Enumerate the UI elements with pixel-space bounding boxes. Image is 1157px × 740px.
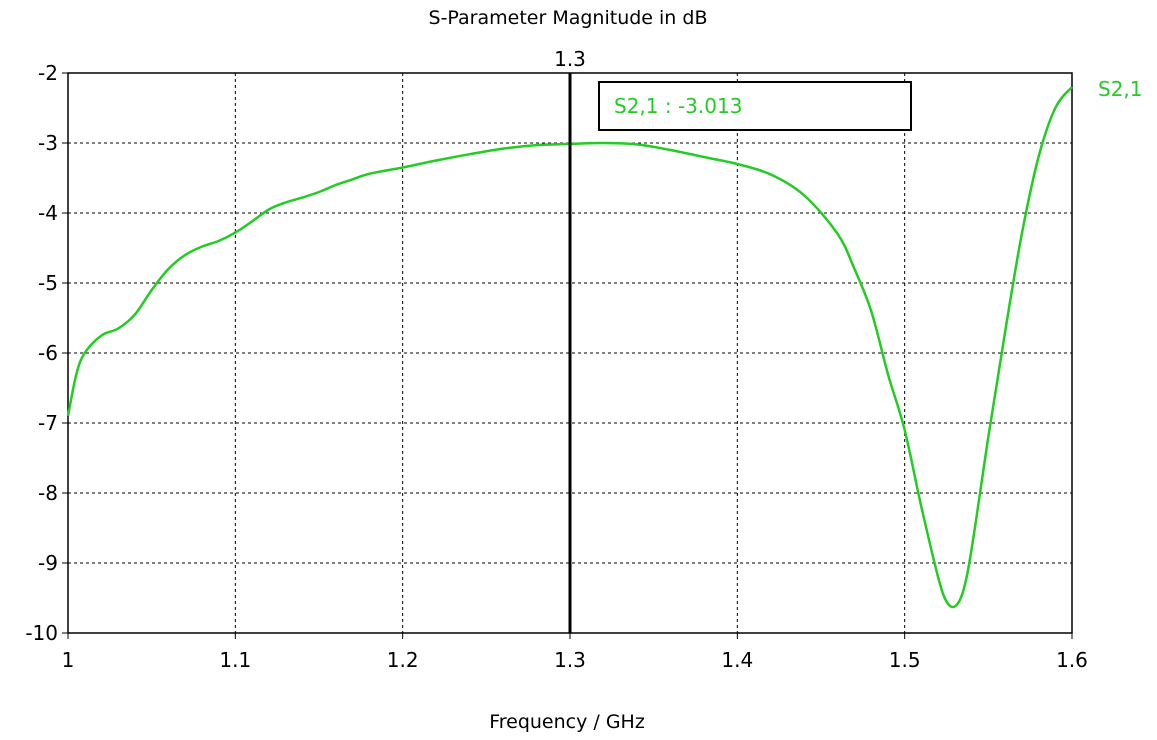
x-tick-label: 1 bbox=[62, 648, 75, 672]
x-tick-label: 1.1 bbox=[219, 648, 251, 672]
y-tick-label: -9 bbox=[38, 551, 58, 575]
x-tick-label: 1.6 bbox=[1056, 648, 1088, 672]
y-tick-label: -3 bbox=[38, 131, 58, 155]
x-tick-label: 1.2 bbox=[387, 648, 419, 672]
marker-readout-text: S2,1 : -3.013 bbox=[614, 94, 742, 118]
series-legend-label: S2,1 bbox=[1098, 77, 1143, 101]
y-tick-label: -8 bbox=[38, 481, 58, 505]
y-tick-label: -7 bbox=[38, 411, 58, 435]
y-tick-label: -6 bbox=[38, 341, 58, 365]
x-tick-label: 1.4 bbox=[721, 648, 753, 672]
y-tick-label: -2 bbox=[38, 61, 58, 85]
marker-x-label: 1.3 bbox=[554, 47, 586, 71]
y-axis-ticks: -2 -3 -4 -5 -6 -7 -8 -9 -10 bbox=[25, 61, 68, 645]
x-tick-label: 1.5 bbox=[889, 648, 921, 672]
x-axis-title: Frequency / GHz bbox=[489, 711, 645, 733]
y-tick-label: -5 bbox=[38, 271, 58, 295]
chart-title: S-Parameter Magnitude in dB bbox=[429, 7, 708, 29]
y-tick-label: -4 bbox=[38, 201, 58, 225]
x-axis-ticks: 1 1.1 1.2 1.3 1.4 1.5 1.6 bbox=[62, 633, 1088, 672]
y-tick-label: -10 bbox=[25, 621, 58, 645]
marker-readout-box bbox=[598, 81, 912, 131]
grid bbox=[68, 73, 1072, 633]
x-tick-label: 1.3 bbox=[554, 648, 586, 672]
